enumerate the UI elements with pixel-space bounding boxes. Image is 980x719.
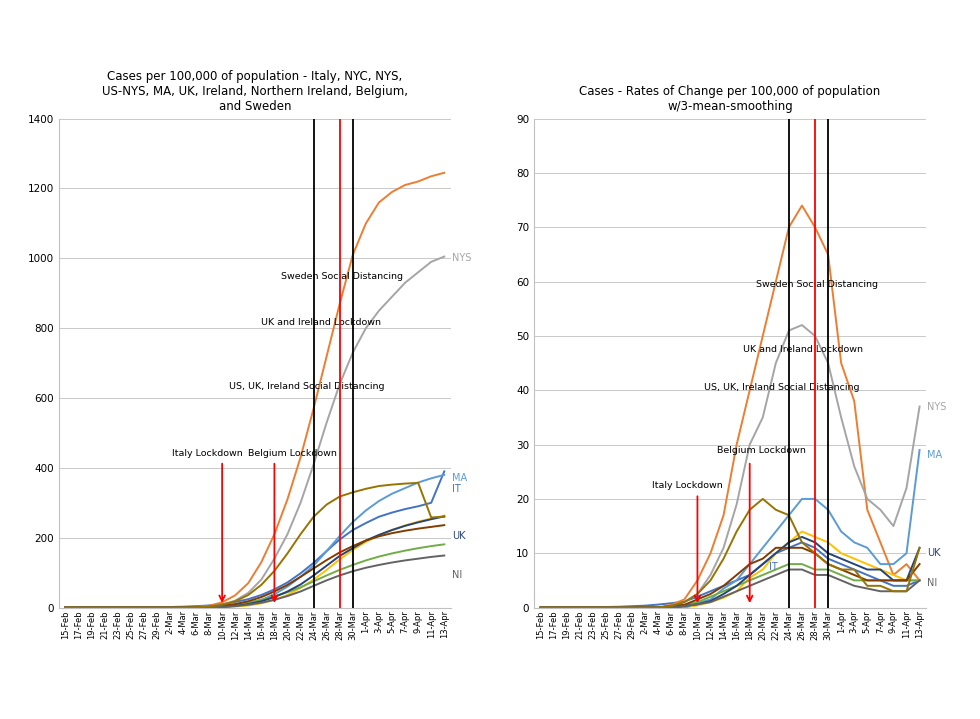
Text: NI: NI [927, 578, 938, 588]
Text: US, UK, Ireland Social Distancing: US, UK, Ireland Social Distancing [704, 383, 859, 393]
Text: NYS: NYS [927, 401, 947, 411]
Text: NYS: NYS [452, 253, 471, 263]
Text: US, UK, Ireland Social Distancing: US, UK, Ireland Social Distancing [228, 383, 384, 391]
Title: Cases per 100,000 of population - Italy, NYC, NYS,
US-NYS, MA, UK, Ireland, Nort: Cases per 100,000 of population - Italy,… [102, 70, 408, 114]
Text: Sweden Social Distancing: Sweden Social Distancing [757, 280, 878, 289]
Text: UK and Ireland Lockdown: UK and Ireland Lockdown [743, 345, 863, 354]
Text: IT: IT [452, 484, 461, 494]
Text: NI: NI [452, 570, 463, 580]
Text: Belgium Lockdown: Belgium Lockdown [717, 446, 806, 454]
Text: UK: UK [452, 531, 466, 541]
Text: Belgium Lockdown: Belgium Lockdown [248, 449, 337, 457]
Text: Italy Lockdown: Italy Lockdown [652, 481, 722, 490]
Text: Italy Lockdown: Italy Lockdown [172, 449, 243, 457]
Title: Cases - Rates of Change per 100,000 of population
w/3-mean-smoothing: Cases - Rates of Change per 100,000 of p… [579, 86, 881, 114]
Text: IT: IT [769, 562, 778, 572]
Text: MA: MA [452, 473, 467, 483]
Text: Sweden Social Distancing: Sweden Social Distancing [281, 273, 403, 281]
Text: UK and Ireland Lockdown: UK and Ireland Lockdown [262, 318, 381, 326]
Text: MA: MA [927, 450, 943, 460]
Text: UK: UK [927, 548, 941, 558]
